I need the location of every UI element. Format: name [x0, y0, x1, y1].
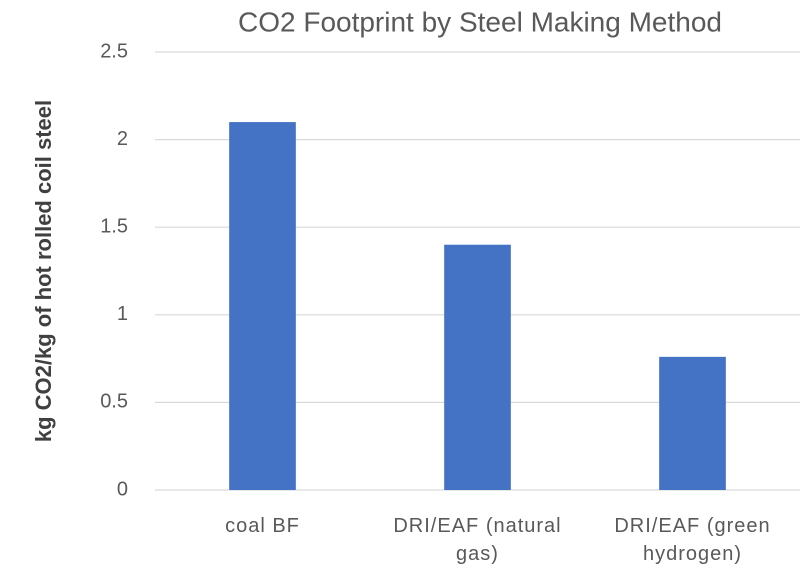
y-tick-label: 2.5: [100, 40, 128, 62]
y-tick-label: 1.5: [100, 215, 128, 237]
x-tick-label: DRI/EAF (green hydrogen): [614, 515, 771, 565]
y-tick-label: 0.5: [100, 391, 128, 413]
x-tick-label: coal BF: [225, 515, 300, 537]
chart-title: CO2 Footprint by Steel Making Method: [238, 6, 722, 37]
y-tick-label: 1: [117, 303, 128, 325]
y-tick-label: 2: [117, 128, 128, 150]
bar: [444, 244, 511, 490]
y-tick-label: 0: [117, 478, 128, 500]
bar: [229, 122, 296, 490]
x-tick-label: DRI/EAF (natural gas): [393, 515, 562, 565]
bar: [659, 356, 726, 490]
y-axis-label: kg CO2/kg of hot rolled coil steel: [31, 100, 56, 442]
